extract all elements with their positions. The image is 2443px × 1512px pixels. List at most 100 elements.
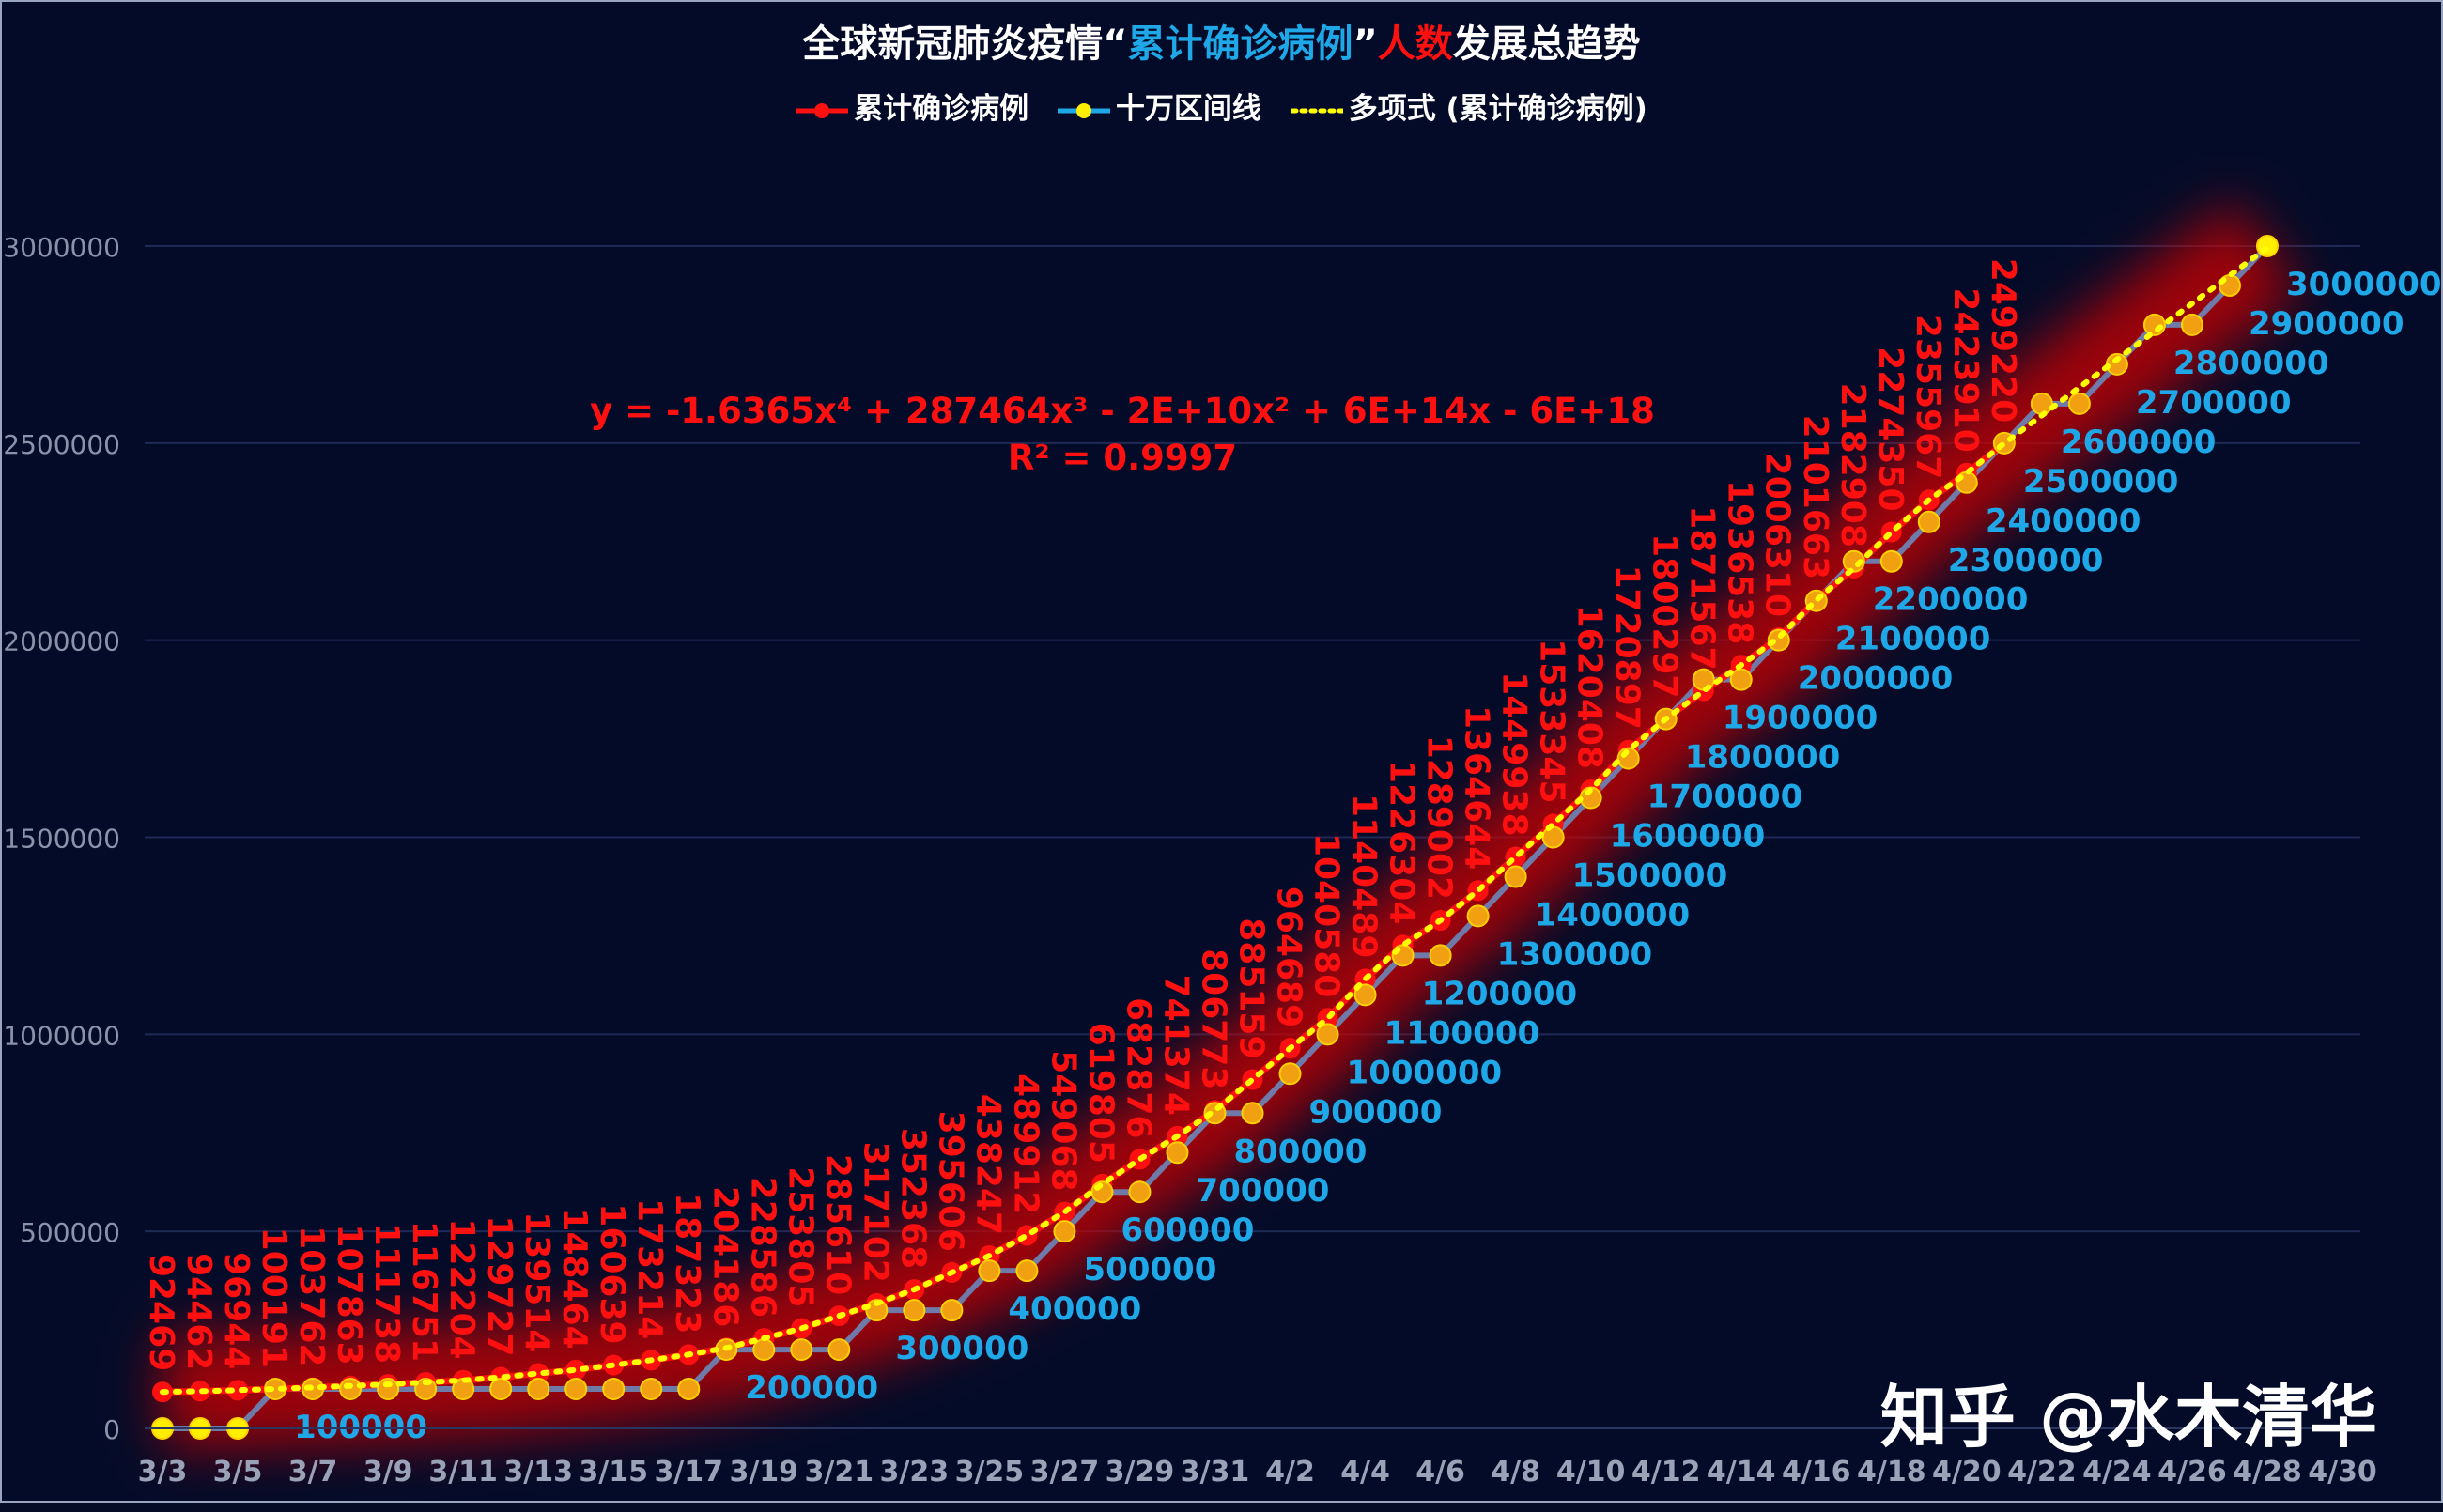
cumulative-data-label: 94462 [179,1253,218,1370]
cumulative-data-label: 228586 [743,1177,781,1318]
title-part: 全球新冠肺炎疫情“ [802,23,1128,66]
watermark: 知乎 @水木清华 [1879,1378,2377,1457]
legend-item-step: 十万区间线 [1057,85,1261,127]
cumulative-data-label: 1800297 [1646,533,1684,698]
x-tick-label: 4/8 [1491,1456,1540,1489]
step-data-label: 600000 [1121,1211,1254,1249]
cumulative-data-label: 100191 [255,1227,293,1368]
cumulative-data-label: 173214 [630,1198,669,1339]
cumulative-data-label: 148464 [555,1208,594,1349]
step-point [1353,983,1377,1007]
x-tick-label: 3/23 [880,1456,950,1489]
step-point [2180,313,2203,336]
step-data-label: 2200000 [1873,581,2029,619]
x-tick-label: 4/20 [1932,1456,2002,1489]
x-tick-label: 4/12 [1631,1456,1701,1489]
step-point [677,1378,701,1401]
cumulative-data-label: 964689 [1270,887,1308,1027]
step-point [602,1378,626,1401]
step-data-label: 200000 [745,1369,878,1407]
y-tick-label: 2500000 [3,429,120,460]
cumulative-data-label: 253805 [781,1166,819,1307]
step-data-label: 2000000 [1798,660,1954,698]
cumulative-data-label: 160639 [593,1203,631,1344]
step-data-label: 1700000 [1647,779,1803,816]
step-data-label: 1800000 [1685,739,1841,777]
step-data-label: 2400000 [1986,502,2141,540]
cumulative-data-label: 96944 [217,1252,255,1369]
cumulative-data-label: 2101663 [1796,415,1834,579]
step-point [865,1299,889,1322]
step-point [1541,825,1565,849]
step-point [564,1378,588,1401]
x-tick-label: 3/31 [1181,1456,1250,1489]
cumulative-data-label: 107863 [330,1224,368,1365]
step-data-label: 900000 [1309,1093,1443,1131]
cumulative-point [528,1363,549,1384]
cumulative-data-label: 1533345 [1533,639,1571,803]
y-tick-label: 500000 [20,1217,120,1248]
step-point [903,1299,926,1322]
step-point [1015,1259,1039,1283]
step-point [527,1378,550,1401]
step-data-label: 1300000 [1497,935,1653,973]
cumulative-data-label: 1140489 [1345,794,1384,958]
trendline-r-squared: R² = 0.9997 [1008,438,1237,478]
cumulative-data-label: 1620408 [1570,605,1609,769]
step-point [2067,392,2091,415]
step-point [790,1338,813,1362]
legend-label: 累计确诊病例 [854,92,1029,126]
y-tick-label: 1500000 [3,824,120,855]
legend-label: 多项式 (累计确诊病例) [1348,92,1647,126]
step-point [1879,549,1903,573]
step-point [377,1378,400,1401]
x-tick-label: 3/29 [1106,1456,1175,1489]
step-point [827,1338,851,1362]
step-data-label: 2300000 [1948,542,2104,579]
y-tick-label: 3000000 [3,232,120,263]
step-data-label: 1400000 [1535,896,1691,933]
cumulative-data-label: 1720897 [1608,564,1647,729]
y-tick-label: 1000000 [3,1020,120,1051]
x-tick-label: 3/25 [955,1456,1025,1489]
legend-swatch-blue [1057,101,1110,120]
x-tick-label: 3/19 [729,1456,798,1489]
cumulative-data-label: 129727 [480,1215,518,1356]
x-tick-label: 3/17 [654,1456,723,1489]
x-tick-label: 3/21 [805,1456,874,1489]
cumulative-data-label: 885159 [1232,918,1271,1058]
step-data-label: 1500000 [1572,857,1728,895]
cumulative-data-label: 741374 [1156,975,1195,1116]
step-point [640,1378,663,1401]
step-data-label: 400000 [1008,1290,1141,1328]
step-point [1917,510,1940,533]
x-tick-label: 4/18 [1857,1456,1926,1489]
x-tick-label: 4/2 [1265,1456,1315,1489]
x-tick-label: 4/14 [1707,1456,1776,1489]
cumulative-data-label: 139514 [518,1211,556,1352]
step-data-label: 1100000 [1384,1014,1540,1052]
cumulative-data-label: 806773 [1194,949,1232,1089]
step-data-label: 1600000 [1610,818,1766,856]
x-tick-label: 3/3 [138,1456,188,1489]
x-tick-label: 4/6 [1415,1456,1465,1489]
legend: 累计确诊病例 十万区间线 多项式 (累计确诊病例) [0,85,2443,127]
cumulative-data-label: 2355967 [1909,315,1947,479]
legend-swatch-red [796,101,849,120]
cumulative-data-label: 317102 [856,1142,894,1283]
x-tick-label: 3/27 [1030,1456,1100,1489]
title-part: ” [1353,23,1378,66]
cumulative-data-label: 2499220 [1984,258,2022,423]
step-data-label: 3000000 [2286,266,2442,303]
step-point [978,1259,1001,1283]
step-data-label: 1900000 [1723,700,1879,737]
cumulative-data-label: 2006310 [1758,453,1797,617]
cumulative-data-label: 111738 [367,1223,406,1364]
title-highlight-red: 人数 [1377,23,1453,66]
step-data-label: 1200000 [1422,975,1578,1012]
title-highlight-blue: 累计确诊病例 [1127,23,1353,66]
step-data-label: 2700000 [2136,384,2292,422]
step-data-label: 2600000 [2061,424,2217,461]
x-tick-label: 4/28 [2233,1456,2302,1489]
